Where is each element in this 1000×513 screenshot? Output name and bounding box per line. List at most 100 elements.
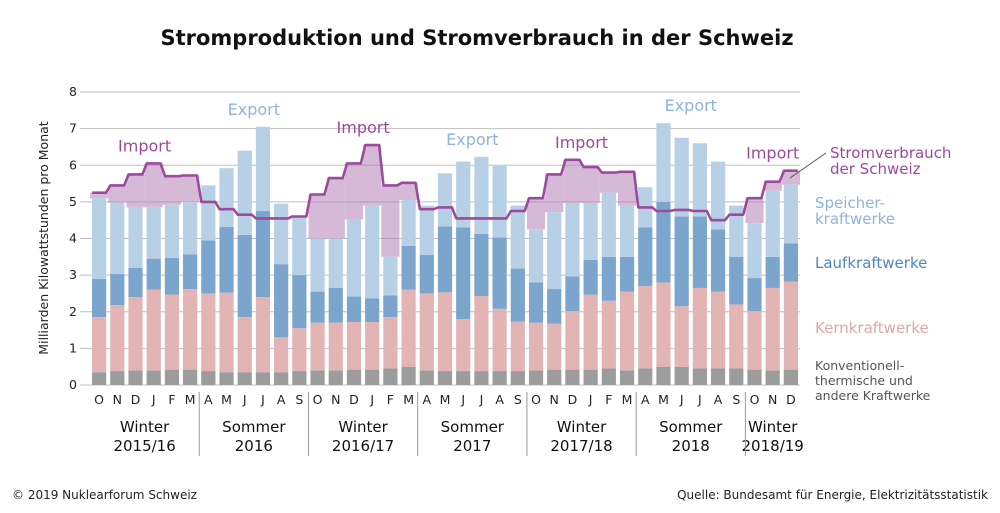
annotations: Import Export Import Export Import Export Impo…: [118, 96, 799, 163]
bar-segment: [747, 311, 762, 370]
bar-segment: [619, 256, 635, 292]
period-label-line2: 2016: [235, 437, 273, 455]
month-label: J: [460, 392, 465, 407]
import-area: [126, 174, 145, 208]
bar-segment: [110, 202, 125, 275]
import-export-areas: [90, 145, 800, 257]
month-label: D: [568, 392, 578, 407]
month-label: A: [423, 392, 432, 407]
bar-segment: [474, 156, 489, 234]
bar-segment: [783, 281, 798, 370]
bar-segment: [237, 372, 252, 385]
month-label: F: [605, 392, 612, 407]
bar-segment: [674, 366, 689, 385]
import-area: [308, 194, 327, 239]
month-label: A: [714, 392, 723, 407]
bar-segment: [383, 295, 398, 318]
bar-segment: [692, 143, 707, 217]
month-label: A: [204, 392, 213, 407]
import-area: [181, 175, 200, 202]
bar-segment: [365, 298, 380, 323]
bar-segment: [583, 294, 598, 370]
export-label: Export: [228, 100, 280, 119]
bar-segment: [219, 168, 234, 227]
bar-segment: [110, 305, 125, 372]
month-label: D: [131, 392, 141, 407]
bar-segment: [274, 337, 289, 373]
bar-segment: [474, 233, 489, 297]
bar-segment: [729, 368, 744, 385]
y-tick-label: 6: [69, 157, 77, 172]
y-tick-label: 5: [69, 194, 77, 209]
bar-segment: [346, 219, 362, 297]
month-label: M: [622, 392, 633, 407]
legend-thermal-line3: andere Kraftwerke: [815, 388, 931, 403]
bar-segment: [656, 366, 671, 385]
bar-segment: [510, 371, 525, 385]
bar-segment: [419, 254, 434, 294]
bar-segment: [456, 371, 471, 385]
bar-segment: [638, 227, 653, 287]
bar-segment: [183, 369, 198, 385]
bar-segment: [765, 190, 780, 257]
bar-segment: [310, 322, 325, 371]
bar-segment: [528, 229, 544, 283]
bar-segment: [255, 211, 271, 298]
period-label-line1: Sommer: [441, 418, 505, 436]
consumption-line-path: [92, 143, 798, 222]
month-label: J: [679, 392, 684, 407]
bar-segment: [419, 205, 434, 255]
legend-consumption-line2: der Schweiz: [830, 160, 921, 178]
month-label: J: [260, 392, 265, 407]
bar-segment: [692, 368, 707, 385]
legend-storage-line1: Speicher-: [815, 194, 885, 212]
bar-segment: [419, 293, 434, 371]
bar-segment: [274, 372, 289, 385]
bar-segment: [219, 292, 234, 373]
bar-segment: [328, 238, 343, 288]
bar-segment: [692, 216, 707, 288]
bar-segment: [692, 287, 707, 369]
bar-segment: [164, 294, 180, 370]
bar-segment: [310, 370, 325, 385]
bar-segment: [492, 371, 507, 385]
bar-segment: [583, 369, 598, 385]
bar-segment: [346, 322, 362, 370]
bar-segment: [183, 254, 198, 290]
bar-segment: [747, 223, 762, 279]
bar-segment: [729, 256, 744, 305]
bar-segment: [456, 227, 471, 320]
bar-segment: [437, 226, 453, 293]
import-area: [617, 171, 637, 206]
bar-segment: [183, 289, 198, 370]
bar-segment: [201, 240, 216, 294]
bar-segment: [765, 256, 780, 288]
month-label: J: [151, 392, 156, 407]
bar-segment: [765, 287, 780, 371]
bar-segment: [510, 268, 525, 322]
month-label: S: [732, 392, 740, 407]
bar-segment: [346, 369, 362, 385]
bar-segment: [292, 275, 307, 329]
import-area: [545, 174, 564, 213]
legend-storage-line2: kraftwerke: [815, 210, 895, 228]
bar-segment: [383, 317, 398, 369]
bar-segment: [401, 200, 416, 246]
bar-segment: [729, 304, 744, 369]
bar-segment: [510, 321, 525, 372]
bar-segment: [328, 370, 343, 385]
legend-consumption-line1: Stromverbrauch: [830, 144, 951, 162]
month-label: A: [641, 392, 650, 407]
bar-segment: [219, 372, 234, 385]
x-axis: O N D J F M A M J J A S O N D J F M A M J J A S O N D J F M A M J J A S O N DW…: [94, 392, 804, 456]
month-label: N: [550, 392, 559, 407]
import-area: [326, 178, 345, 239]
import-area: [90, 192, 109, 199]
legend-thermal-line1: Konventionell-: [815, 358, 904, 373]
bar-segment: [110, 371, 125, 385]
bar-segment: [437, 371, 453, 385]
import-area: [144, 163, 163, 208]
export-label: Export: [665, 96, 717, 115]
bar-segment: [365, 322, 380, 370]
month-label: N: [331, 392, 340, 407]
